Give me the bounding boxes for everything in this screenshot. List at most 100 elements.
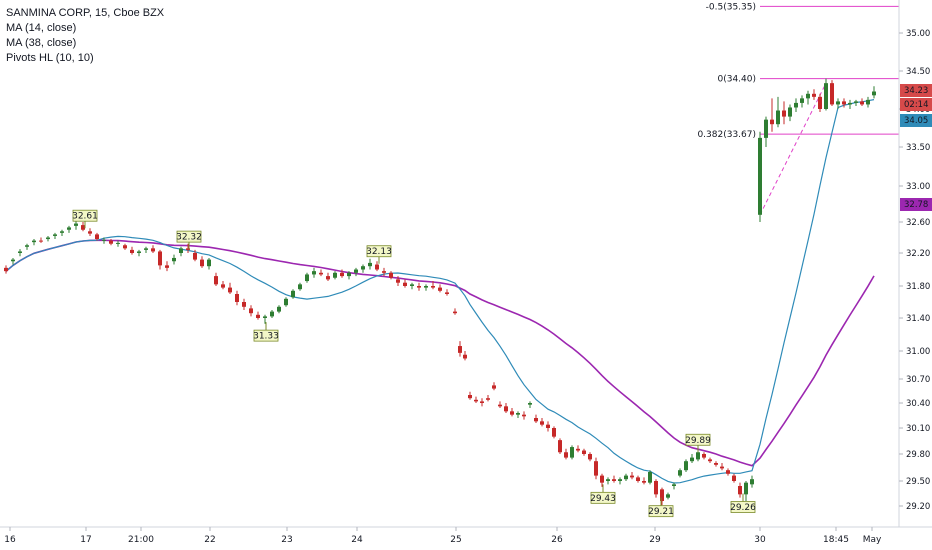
candle-body — [726, 470, 730, 474]
candle-body — [782, 110, 786, 117]
candle — [654, 479, 658, 498]
candle — [179, 246, 183, 257]
candle-body — [453, 311, 457, 314]
candle — [750, 475, 754, 488]
candle-body — [684, 461, 688, 471]
candle-body — [333, 272, 337, 278]
candle-body — [116, 242, 120, 244]
candle-body — [431, 286, 435, 288]
candle-body — [319, 272, 323, 275]
candle — [540, 418, 544, 427]
candle — [165, 261, 169, 272]
candle-body — [612, 479, 616, 481]
candle — [214, 272, 218, 286]
candle-body — [504, 406, 508, 412]
candle-body — [11, 259, 15, 262]
candle — [312, 267, 316, 278]
candle-body — [361, 266, 365, 270]
candle-body — [836, 101, 840, 105]
candle-body — [480, 401, 484, 403]
candle — [396, 276, 400, 286]
candle — [770, 98, 774, 132]
candle — [588, 452, 592, 462]
candle-body — [606, 479, 610, 481]
candle-body — [630, 475, 634, 478]
candle — [137, 249, 141, 257]
candle-body — [468, 395, 472, 399]
candle-body — [221, 284, 225, 288]
candle-body — [806, 93, 810, 99]
candle — [326, 272, 330, 282]
candle — [375, 261, 379, 272]
candle-body — [540, 421, 544, 425]
y-tick-label: 30.70 — [906, 375, 930, 385]
candle — [424, 284, 428, 291]
candle — [618, 477, 622, 485]
candle — [860, 98, 864, 106]
candle — [800, 95, 804, 108]
candle — [630, 472, 634, 480]
candle-body — [866, 99, 870, 105]
candle — [95, 232, 99, 241]
candle-body — [326, 276, 330, 280]
candle — [872, 86, 876, 99]
candle-body — [151, 248, 155, 252]
candle — [582, 448, 586, 456]
candle-body — [498, 404, 502, 407]
candle-body — [818, 96, 822, 109]
candle-body — [510, 411, 514, 415]
candle — [123, 243, 127, 250]
x-tick-label: 29 — [649, 535, 661, 545]
candle-body — [714, 463, 718, 465]
ma14-legend[interactable]: MA (14, close) — [6, 22, 77, 34]
y-tick-label: 31.00 — [906, 347, 930, 357]
candle — [522, 411, 526, 420]
candle — [830, 80, 834, 106]
candle — [221, 281, 225, 290]
candle-body — [214, 276, 218, 285]
candle-body — [179, 248, 183, 253]
candle — [612, 475, 616, 483]
candle-body — [312, 271, 316, 275]
pivot-box — [176, 230, 202, 243]
candle-body — [788, 107, 792, 117]
candle-body — [340, 272, 344, 277]
candle — [102, 237, 106, 244]
candle-body — [492, 385, 496, 389]
pivot-box — [648, 505, 674, 518]
candle-body — [95, 234, 99, 240]
fib-label: -0.5(35.35) — [706, 2, 756, 12]
y-tick-label: 30.10 — [906, 424, 930, 434]
candle — [842, 98, 846, 108]
pivots-legend[interactable]: Pivots HL (10, 10) — [6, 52, 94, 64]
candle — [431, 281, 435, 290]
candle-body — [824, 83, 828, 109]
candle-body — [582, 450, 586, 454]
candle — [708, 457, 712, 463]
ma38-legend[interactable]: MA (38, close) — [6, 37, 77, 49]
symbol-title[interactable]: SANMINA CORP, 15, Cboe BZX — [6, 7, 165, 19]
candle-body — [534, 418, 538, 422]
pivot-value: 32.61 — [72, 212, 98, 222]
candle — [333, 271, 337, 280]
candle-body — [39, 240, 43, 242]
candle-body — [81, 225, 85, 230]
candle — [207, 257, 211, 270]
candle-body — [382, 271, 386, 273]
candle — [504, 403, 508, 413]
y-tick-label: 33.50 — [906, 143, 930, 153]
candle-body — [375, 264, 379, 270]
candle-body — [842, 101, 846, 105]
candle — [600, 473, 604, 487]
candle-body — [600, 475, 604, 483]
candle-body — [738, 486, 742, 495]
candle — [417, 282, 421, 291]
candle-body — [298, 284, 302, 290]
candle — [60, 229, 64, 236]
x-tick-label: 21:00 — [128, 535, 154, 545]
candle — [277, 305, 281, 314]
candle-body — [546, 424, 550, 428]
candle-body — [291, 290, 295, 298]
candle-body — [18, 251, 22, 253]
